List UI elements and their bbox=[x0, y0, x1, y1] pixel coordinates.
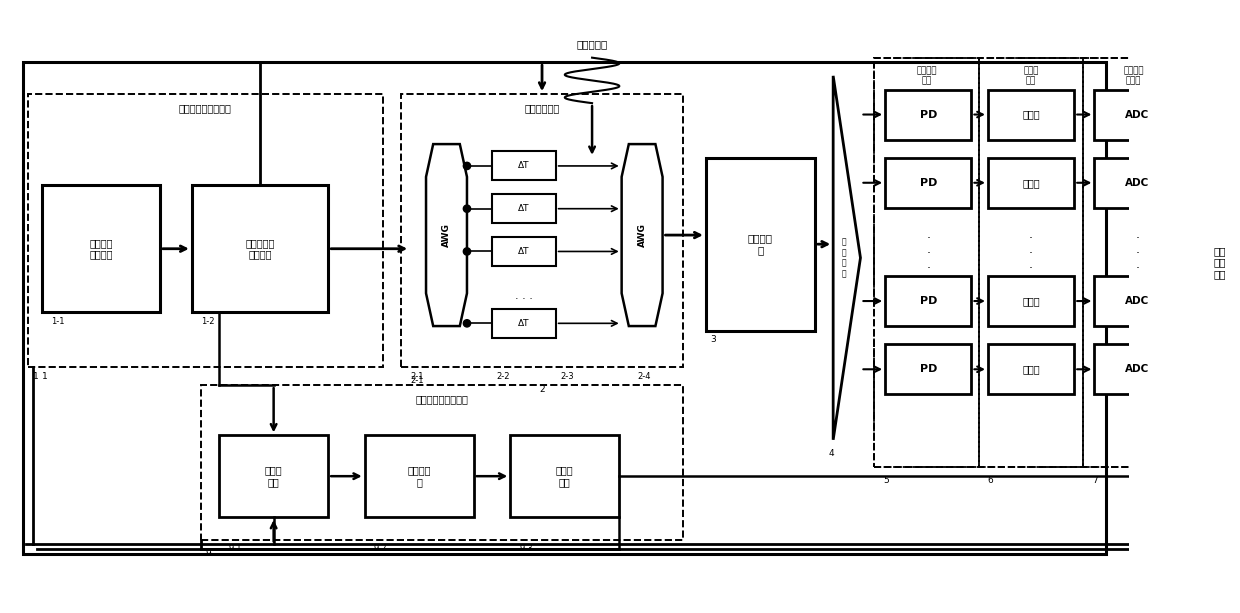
Text: AWG: AWG bbox=[441, 223, 451, 247]
Text: ·
·
·: · · · bbox=[926, 232, 930, 275]
Bar bbox=[706, 158, 815, 330]
Text: ΔT: ΔT bbox=[518, 319, 529, 328]
Text: 9-2: 9-2 bbox=[373, 544, 387, 554]
Text: 光脉冲序
列发生器: 光脉冲序 列发生器 bbox=[89, 238, 113, 259]
Text: 滤波器: 滤波器 bbox=[1022, 178, 1040, 188]
Bar bbox=[885, 89, 971, 140]
Bar bbox=[885, 158, 971, 208]
Bar bbox=[988, 158, 1074, 208]
Text: 光电转换
器: 光电转换 器 bbox=[408, 465, 432, 487]
Text: 滤波器: 滤波器 bbox=[1022, 110, 1040, 120]
Bar bbox=[1094, 158, 1180, 208]
Bar bbox=[510, 435, 619, 517]
Circle shape bbox=[464, 320, 471, 327]
Text: 滤波器: 滤波器 bbox=[1022, 364, 1040, 375]
Text: 1: 1 bbox=[42, 371, 47, 381]
Bar bbox=[492, 194, 556, 223]
Bar bbox=[42, 185, 160, 313]
Text: 被采样信号: 被采样信号 bbox=[577, 39, 608, 49]
Bar bbox=[24, 62, 1106, 554]
Bar bbox=[978, 58, 1084, 467]
Text: ADC: ADC bbox=[1126, 178, 1149, 188]
Bar bbox=[201, 385, 683, 540]
Text: 2: 2 bbox=[539, 385, 544, 394]
Text: ADC: ADC bbox=[1126, 364, 1149, 375]
Text: 2-3: 2-3 bbox=[560, 371, 574, 381]
Text: 9: 9 bbox=[206, 549, 211, 558]
Bar bbox=[219, 435, 329, 517]
Text: 2-1: 2-1 bbox=[410, 376, 424, 385]
Circle shape bbox=[464, 248, 471, 255]
Polygon shape bbox=[621, 144, 662, 326]
Text: 6: 6 bbox=[988, 476, 993, 485]
Text: 7: 7 bbox=[1092, 476, 1099, 485]
Text: ΔT: ΔT bbox=[518, 204, 529, 213]
Text: 1-2: 1-2 bbox=[201, 317, 215, 326]
Text: 1: 1 bbox=[32, 371, 38, 381]
Bar bbox=[1188, 58, 1240, 467]
Bar bbox=[988, 89, 1074, 140]
Bar bbox=[29, 94, 383, 367]
Text: AWG: AWG bbox=[637, 223, 646, 247]
Bar bbox=[492, 309, 556, 338]
Text: 光
学
复
用: 光 学 复 用 bbox=[842, 238, 847, 278]
Circle shape bbox=[464, 162, 471, 170]
Bar bbox=[492, 151, 556, 180]
Text: 2-1: 2-1 bbox=[410, 371, 424, 381]
Bar bbox=[1094, 89, 1180, 140]
Text: 频率倍增模块: 频率倍增模块 bbox=[525, 103, 559, 113]
Text: 可编程光脉
冲整形器: 可编程光脉 冲整形器 bbox=[246, 238, 275, 259]
Text: 4: 4 bbox=[828, 449, 835, 458]
Bar bbox=[192, 185, 329, 313]
Text: ΔT: ΔT bbox=[518, 247, 529, 256]
Bar bbox=[874, 58, 1183, 467]
Text: 2-2: 2-2 bbox=[496, 371, 510, 381]
Text: 9-1: 9-1 bbox=[228, 544, 242, 554]
Bar bbox=[1084, 58, 1183, 467]
Polygon shape bbox=[833, 76, 861, 440]
Bar bbox=[885, 345, 971, 394]
Bar bbox=[1094, 276, 1180, 326]
Text: 9-3: 9-3 bbox=[520, 544, 533, 554]
Text: PD: PD bbox=[920, 296, 937, 306]
Text: 2-4: 2-4 bbox=[637, 371, 651, 381]
Text: ·
·
·: · · · bbox=[1029, 232, 1033, 275]
Text: ADC: ADC bbox=[1126, 296, 1149, 306]
Text: 光采样时钟产生模块: 光采样时钟产生模块 bbox=[179, 103, 232, 113]
Text: ADC: ADC bbox=[1126, 110, 1149, 120]
Text: 可调延
时线: 可调延 时线 bbox=[265, 465, 283, 487]
Text: 电滤波
模块: 电滤波 模块 bbox=[1023, 66, 1039, 86]
Text: 电光调制
器: 电光调制 器 bbox=[748, 234, 773, 255]
Text: 1-1: 1-1 bbox=[51, 317, 64, 326]
Text: 滤波器: 滤波器 bbox=[1022, 296, 1040, 306]
Bar bbox=[1094, 345, 1180, 394]
Bar bbox=[885, 276, 971, 326]
Text: 光电转换
模块: 光电转换 模块 bbox=[916, 66, 936, 86]
Text: PD: PD bbox=[920, 110, 937, 120]
Bar bbox=[365, 435, 474, 517]
Text: ΔT: ΔT bbox=[518, 161, 529, 170]
Text: 3: 3 bbox=[711, 335, 715, 345]
Text: 时钟同步与对齐模块: 时钟同步与对齐模块 bbox=[415, 394, 469, 404]
Text: · · ·: · · · bbox=[515, 294, 533, 304]
Text: PD: PD bbox=[920, 364, 937, 375]
Circle shape bbox=[464, 205, 471, 212]
Text: ·
·
·: · · · bbox=[1136, 232, 1140, 275]
Bar bbox=[492, 237, 556, 266]
Bar bbox=[988, 276, 1074, 326]
Bar bbox=[988, 345, 1074, 394]
Bar bbox=[401, 94, 683, 367]
Text: 电模数转
换模块: 电模数转 换模块 bbox=[1123, 66, 1143, 86]
Text: PD: PD bbox=[920, 178, 937, 188]
Text: 数字
处理
单元: 数字 处理 单元 bbox=[1214, 246, 1226, 279]
Bar bbox=[874, 58, 978, 467]
Text: 锁相环
电路: 锁相环 电路 bbox=[556, 465, 574, 487]
Polygon shape bbox=[427, 144, 467, 326]
Text: 5: 5 bbox=[883, 476, 889, 485]
